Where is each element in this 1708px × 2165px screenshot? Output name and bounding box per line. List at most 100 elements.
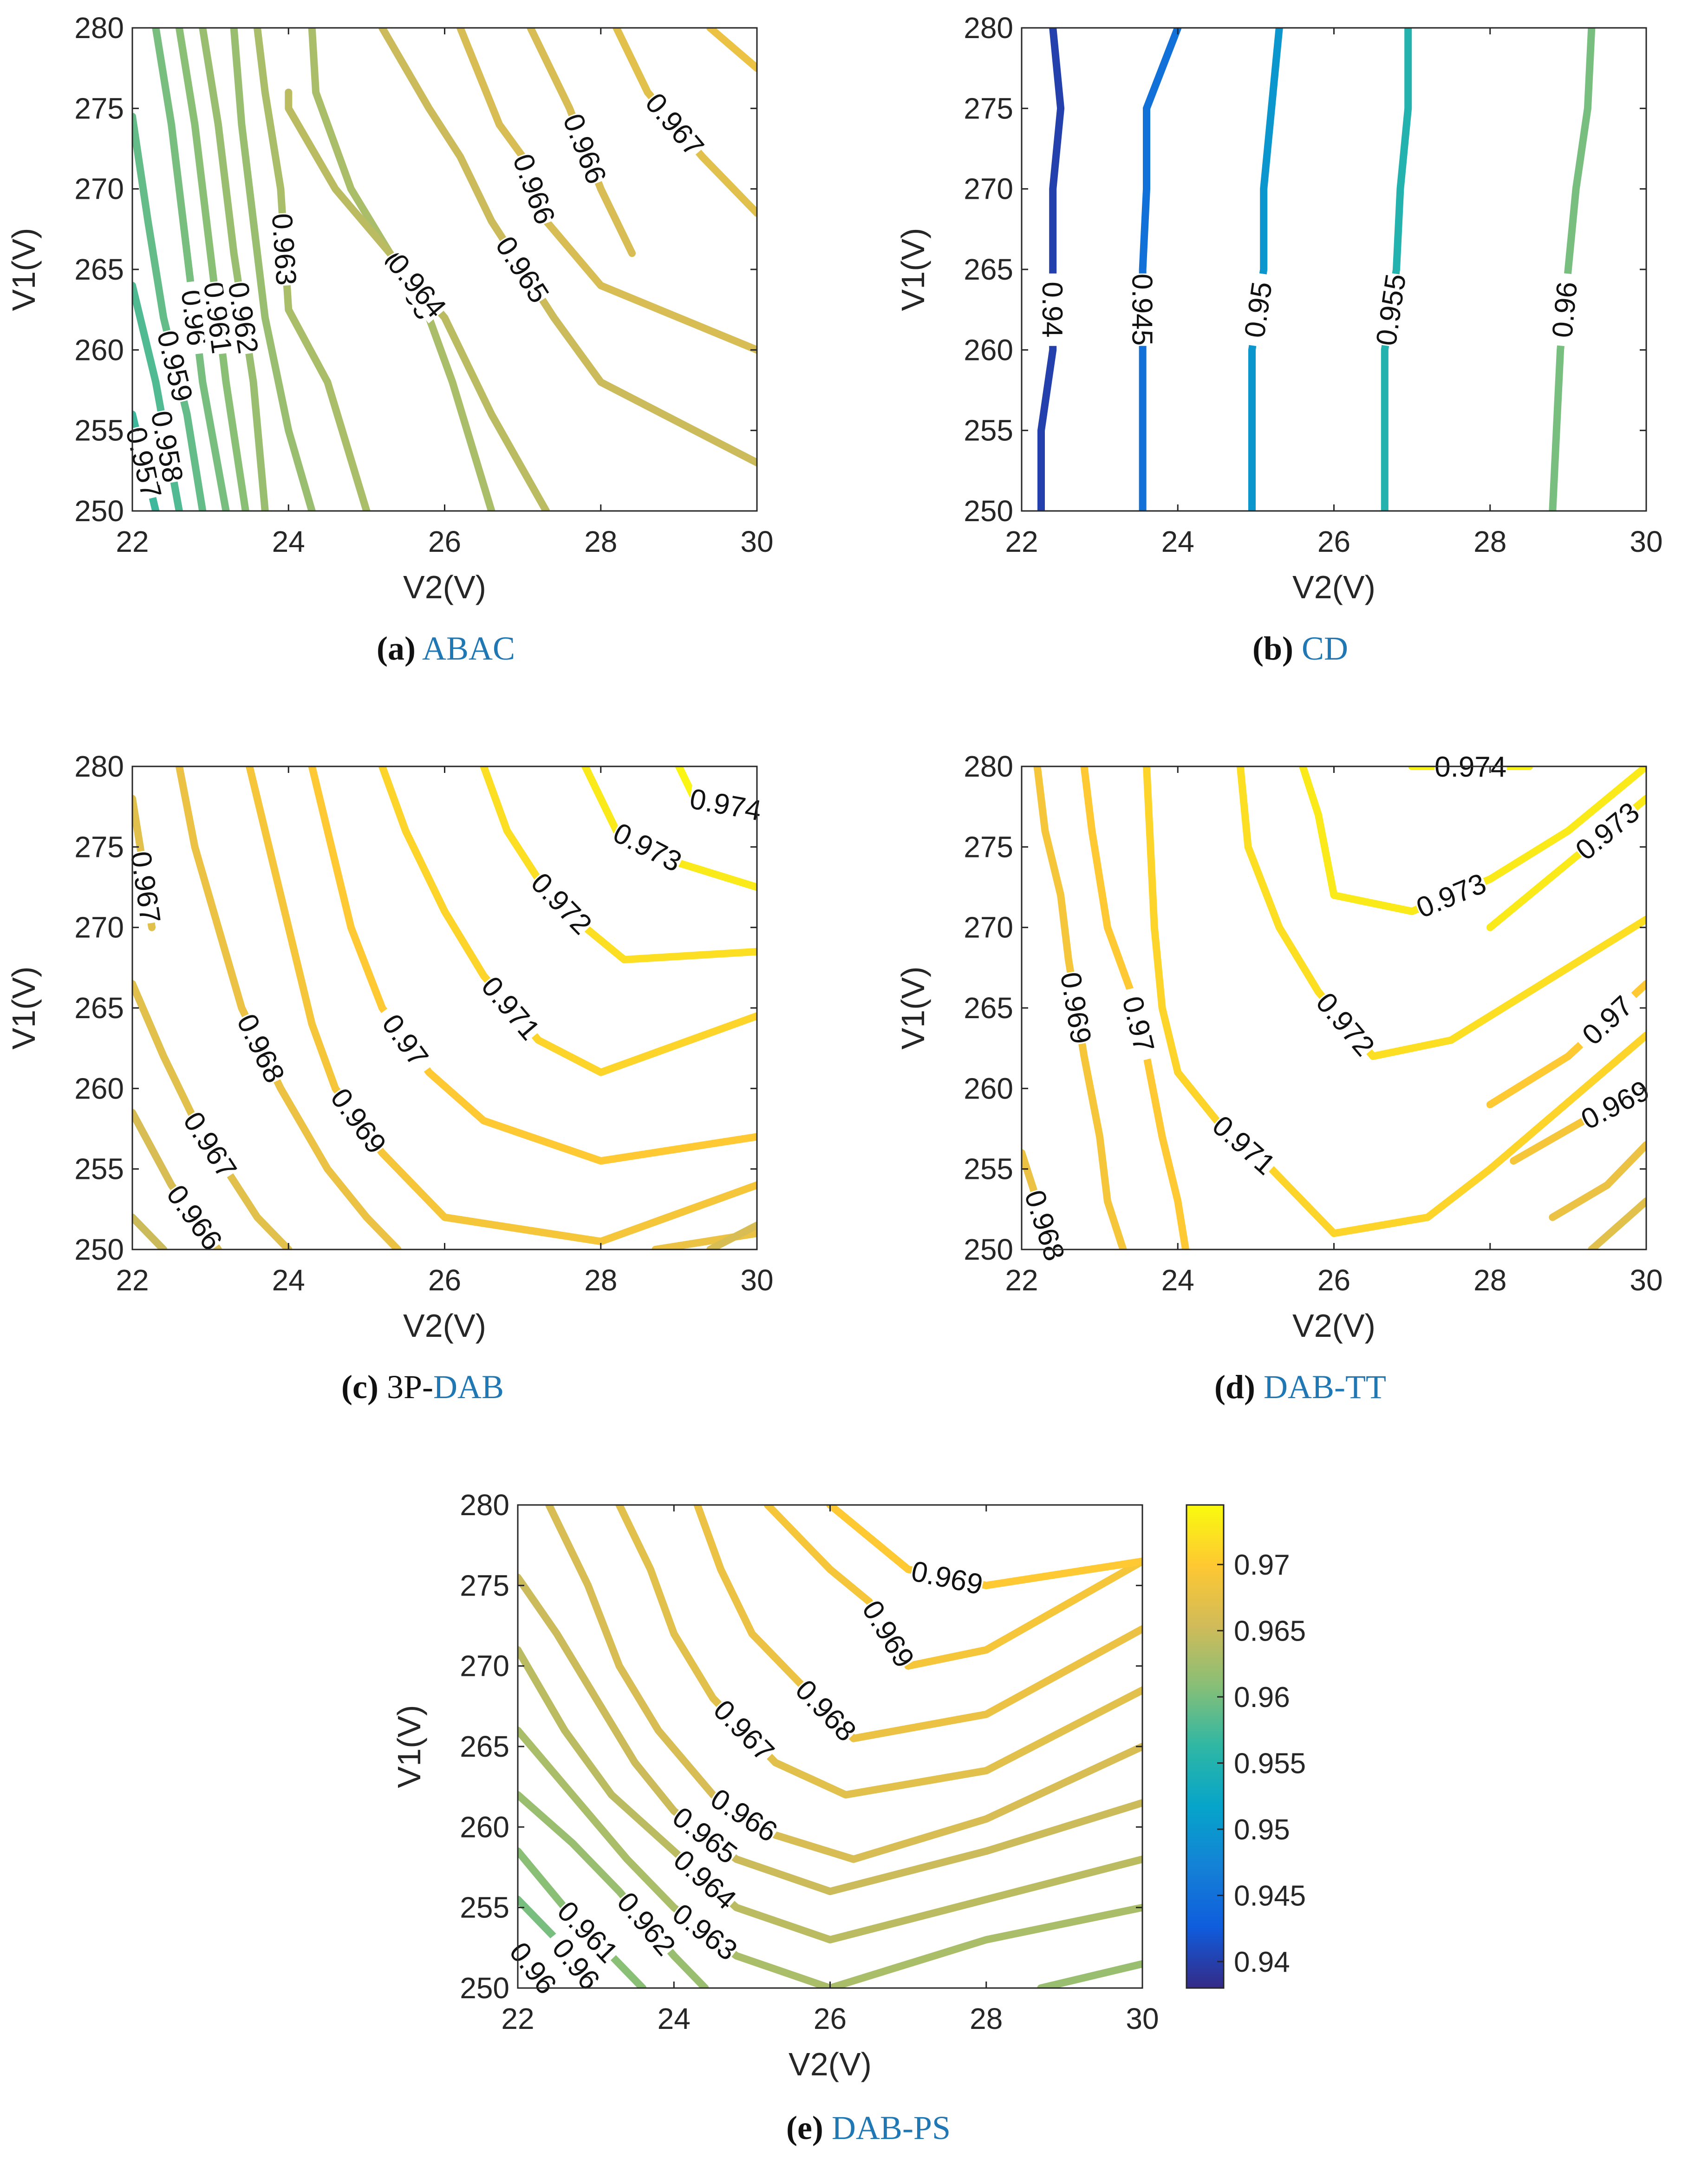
contour-label-bg-c-8 (525, 866, 599, 941)
contour-line-e-3 (518, 1791, 709, 1988)
contour-label-b-1: 0.945 (1126, 274, 1158, 346)
contour-line-d-11 (1588, 1197, 1646, 1249)
contour-line-b-3 (1381, 28, 1412, 511)
caption-e: (e) DAB-PS (786, 2109, 951, 2147)
x-tick-label-a-0: 22 (116, 525, 149, 558)
plot-area-b (1022, 28, 1646, 511)
contour-label-bg-d-7 (1569, 795, 1645, 866)
contour-label-b-4: 0.96 (1546, 280, 1584, 339)
colorbar-tick-label-5: 0.965 (1234, 1616, 1306, 1648)
y-axis-label-a: V1(V) (6, 228, 42, 311)
colorbar: 0.94 0.945 0.95 0.955 0.96 0.965 0.97 (1186, 1504, 1306, 1989)
y-tick-label-a-1: 255 (74, 414, 124, 447)
contour-label-bg-d-9 (1575, 1074, 1655, 1136)
y-tick-label-a-4: 270 (74, 172, 124, 206)
colorbar-tick-label-6: 0.97 (1234, 1549, 1290, 1581)
contour-line-e-9 (693, 1505, 1142, 1742)
contour-label-bg-e-2 (551, 1895, 625, 1969)
caption-a-link[interactable]: ABAC (422, 630, 515, 667)
chart-a: 0.9570.9580.9590.960.9610.9620.9630.9630… (6, 11, 774, 605)
contour-line-d-3 (1143, 766, 1646, 1237)
y-tick-label-d-0: 250 (964, 1233, 1013, 1266)
x-tick-label-b-2: 26 (1317, 525, 1350, 558)
caption-b-prefix: (b) (1252, 630, 1293, 667)
y-tick-label-c-1: 255 (74, 1152, 124, 1186)
y-tick-label-c-2: 260 (74, 1072, 124, 1105)
x-tick-label-c-1: 24 (272, 1263, 305, 1297)
y-tick-label-b-2: 260 (964, 333, 1013, 366)
y-tick-label-e-2: 260 (460, 1810, 509, 1844)
contour-label-bg-e-0 (498, 1930, 568, 2007)
x-tick-label-d-1: 24 (1161, 1263, 1194, 1297)
contour-label-b-2: 0.95 (1239, 280, 1278, 340)
x-tick-label-a-3: 28 (584, 525, 617, 558)
x-tick-label-d-4: 30 (1630, 1263, 1662, 1297)
contour-line-e-6 (518, 1574, 1142, 1895)
x-tick-label-b-3: 28 (1473, 525, 1506, 558)
y-tick-label-a-2: 260 (74, 333, 124, 366)
contour-line-d-10 (1549, 1141, 1646, 1221)
contour-label-bg-b-0 (1037, 273, 1069, 346)
contour-label-bg-d-8 (1570, 983, 1645, 1056)
contour-line-a-4 (175, 28, 249, 511)
contour-label-bg-b-3 (1369, 271, 1412, 348)
x-tick-label-e-3: 28 (970, 2002, 1003, 2035)
contours-b (1037, 28, 1596, 511)
x-tick-label-c-4: 30 (740, 1263, 773, 1297)
y-axis-label-c: V1(V) (6, 967, 42, 1050)
x-axis-label-c: V2(V) (403, 1308, 486, 1344)
y-tick-label-d-5: 275 (964, 830, 1013, 863)
x-tick-label-e-1: 24 (658, 2002, 691, 2035)
y-tick-label-d-6: 280 (964, 750, 1013, 783)
caption-a-prefix: (a) (376, 630, 416, 667)
contour-label-bg-d-1 (1055, 969, 1098, 1047)
contour-label-bg-d-4 (1310, 986, 1382, 1062)
colorbar-tick-label-2: 0.95 (1234, 1814, 1290, 1846)
caption-c-plain: 3P- (386, 1368, 433, 1406)
y-tick-label-c-4: 270 (74, 911, 124, 944)
x-tick-label-e-4: 30 (1126, 2002, 1159, 2035)
contour-line-b-1 (1139, 28, 1182, 511)
caption-a: (a) ABAC (377, 629, 515, 668)
colorbar-gradient (1186, 1504, 1225, 1989)
caption-b-link[interactable]: CD (1301, 630, 1349, 667)
y-tick-label-a-5: 275 (74, 92, 124, 125)
x-tick-label-d-2: 26 (1317, 1263, 1350, 1297)
colorbar-tick-label-0: 0.94 (1234, 1946, 1290, 1978)
contour-line-b-0 (1037, 28, 1065, 511)
y-tick-label-b-3: 265 (964, 253, 1013, 286)
y-axis-label-e: V1(V) (391, 1705, 427, 1788)
contour-label-bg-e-5 (667, 1843, 743, 1916)
x-tick-label-a-4: 30 (740, 525, 773, 558)
contour-label-a-7: 0.963 (266, 212, 302, 286)
y-tick-label-e-3: 265 (460, 1730, 509, 1763)
contour-label-bg-c-9 (608, 816, 687, 878)
contour-line-c-12 (706, 1222, 757, 1249)
caption-c-link[interactable]: DAB (433, 1368, 504, 1406)
contour-label-bg-a-13 (639, 86, 711, 163)
x-axis-label-a: V2(V) (403, 569, 486, 605)
contour-label-bg-c-7 (476, 970, 547, 1046)
contour-label-bg-c-6 (372, 1001, 440, 1079)
chart-e: 0.960.960.9610.9620.9630.9640.9650.9660.… (391, 1488, 1306, 2082)
contour-line-e-12 (1037, 1960, 1142, 1988)
caption-d-link[interactable]: DAB-TT (1264, 1368, 1386, 1406)
contour-label-bg-e-8 (707, 1693, 781, 1767)
y-tick-label-b-0: 250 (964, 494, 1013, 528)
contour-label-bg-e-7 (705, 1782, 783, 1848)
x-tick-label-b-0: 22 (1005, 525, 1038, 558)
contour-label-bg-c-3 (125, 849, 167, 926)
contour-label-bg-b-2 (1237, 271, 1279, 348)
contour-label-bg-b-1 (1127, 273, 1159, 346)
contour-label-bg-a-12 (557, 109, 613, 189)
y-tick-label-d-2: 260 (964, 1072, 1013, 1105)
contour-label-bg-d-5 (1411, 867, 1491, 924)
x-tick-label-c-3: 28 (584, 1263, 617, 1297)
contour-label-bg-e-11 (908, 1554, 986, 1601)
y-tick-label-b-1: 255 (964, 414, 1013, 447)
x-tick-label-e-0: 22 (501, 2002, 534, 2035)
x-axis-label-e: V2(V) (789, 2046, 872, 2082)
caption-e-link[interactable]: DAB-PS (831, 2109, 951, 2146)
